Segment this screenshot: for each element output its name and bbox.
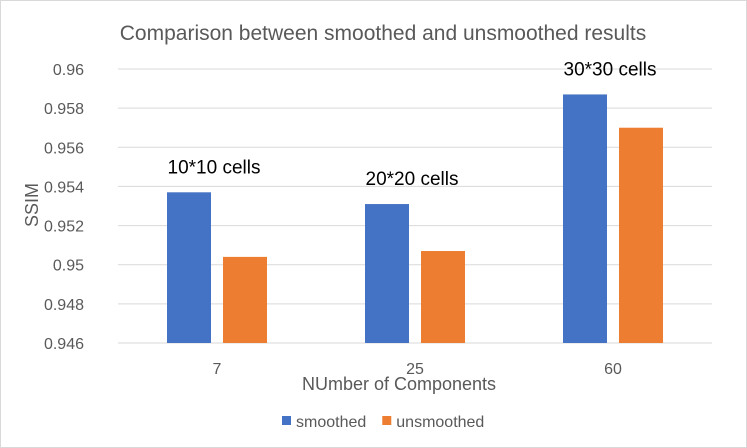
x-tick-label: 7 bbox=[213, 361, 222, 378]
y-axis-label: SSIM bbox=[22, 183, 42, 227]
x-tick-label: 25 bbox=[406, 361, 424, 378]
legend-swatch-unsmoothed bbox=[382, 416, 392, 425]
bar-smoothed-25 bbox=[365, 204, 409, 343]
x-axis-tick-labels: 7 25 60 bbox=[213, 361, 622, 378]
y-tick-label: 0.952 bbox=[44, 219, 84, 236]
legend-label-unsmoothed: unsmoothed bbox=[396, 414, 484, 431]
legend-swatch-smoothed bbox=[282, 416, 291, 425]
bar-unsmoothed-60 bbox=[619, 127, 663, 343]
chart-title: Comparison between smoothed and unsmooth… bbox=[120, 22, 646, 45]
bar-unsmoothed-25 bbox=[421, 251, 465, 343]
bars bbox=[167, 94, 663, 343]
y-tick-label: 0.954 bbox=[44, 179, 84, 196]
y-axis-tick-labels: 0.946 0.948 0.95 0.952 0.954 0.956 0.958 0.96 bbox=[44, 62, 84, 353]
annotation-label: 10*10 cells bbox=[168, 157, 261, 178]
annotations: 10*10 cells 20*20 cells 30*30 cells bbox=[168, 59, 657, 190]
gridlines bbox=[118, 68, 712, 344]
annotation-label: 30*30 cells bbox=[564, 59, 657, 80]
y-tick-label: 0.958 bbox=[44, 101, 84, 118]
y-tick-label: 0.948 bbox=[44, 297, 84, 314]
legend-label-smoothed: smoothed bbox=[296, 414, 366, 431]
bar-smoothed-60 bbox=[563, 94, 607, 343]
y-tick-label: 0.95 bbox=[53, 258, 84, 275]
y-tick-label: 0.946 bbox=[44, 336, 84, 353]
x-tick-label: 60 bbox=[604, 361, 622, 378]
bar-smoothed-7 bbox=[167, 192, 211, 343]
legend: smoothed unsmoothed bbox=[282, 414, 484, 431]
annotation-label: 20*20 cells bbox=[366, 169, 459, 190]
x-axis-label: NUmber of Components bbox=[302, 374, 496, 394]
y-tick-label: 0.956 bbox=[44, 140, 84, 157]
y-tick-label: 0.96 bbox=[53, 62, 84, 79]
bar-unsmoothed-7 bbox=[223, 256, 267, 343]
